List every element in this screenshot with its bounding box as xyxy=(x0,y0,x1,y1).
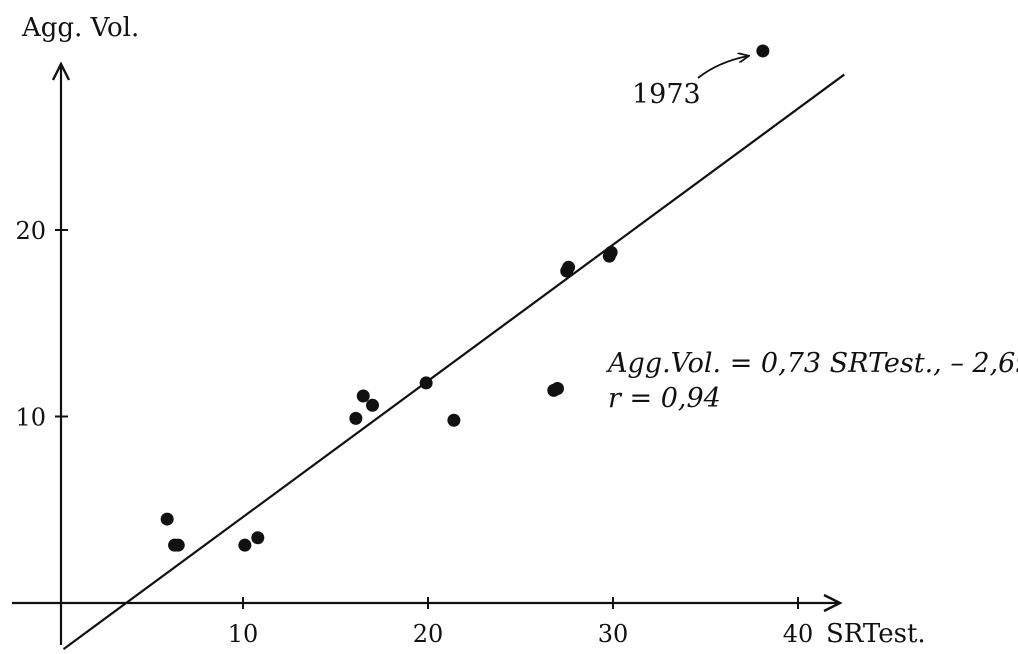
x-tick-label: 10 xyxy=(228,620,259,648)
y-axis-arrow-icon xyxy=(51,61,71,81)
data-point xyxy=(447,413,461,427)
y-axis-title: Agg. Vol. xyxy=(21,13,139,43)
data-point xyxy=(604,245,618,259)
x-axis-arrow-icon xyxy=(823,593,843,613)
data-point xyxy=(551,382,564,396)
x-tick-label: 40 xyxy=(783,620,814,648)
tick-labels: 10 20 30 40 10 20 xyxy=(15,217,813,648)
data-point xyxy=(349,411,363,425)
y-tick-label: 20 xyxy=(15,217,46,245)
data-points xyxy=(160,44,770,552)
data-point xyxy=(356,389,370,403)
data-point xyxy=(251,531,265,545)
data-point xyxy=(171,538,185,552)
equation-line-1: Agg.Vol. = 0,73 SRTest., – 2,69 xyxy=(605,348,1018,379)
equation-line-2: r = 0,94 xyxy=(608,383,721,414)
x-tick-label: 30 xyxy=(598,620,629,648)
y-tick-label: 10 xyxy=(15,404,46,432)
x-tick-label: 20 xyxy=(413,620,444,648)
regression-line xyxy=(62,73,845,650)
data-point xyxy=(238,538,252,552)
data-point xyxy=(562,260,576,274)
annotation-arrow xyxy=(697,56,748,79)
x-axis-title: SRTest. xyxy=(826,619,926,649)
data-point xyxy=(366,398,379,412)
data-point xyxy=(160,512,174,526)
data-point xyxy=(756,44,770,58)
tick-marks xyxy=(55,229,799,609)
data-point xyxy=(419,376,433,390)
annotation-1973: 1973 xyxy=(632,79,701,110)
